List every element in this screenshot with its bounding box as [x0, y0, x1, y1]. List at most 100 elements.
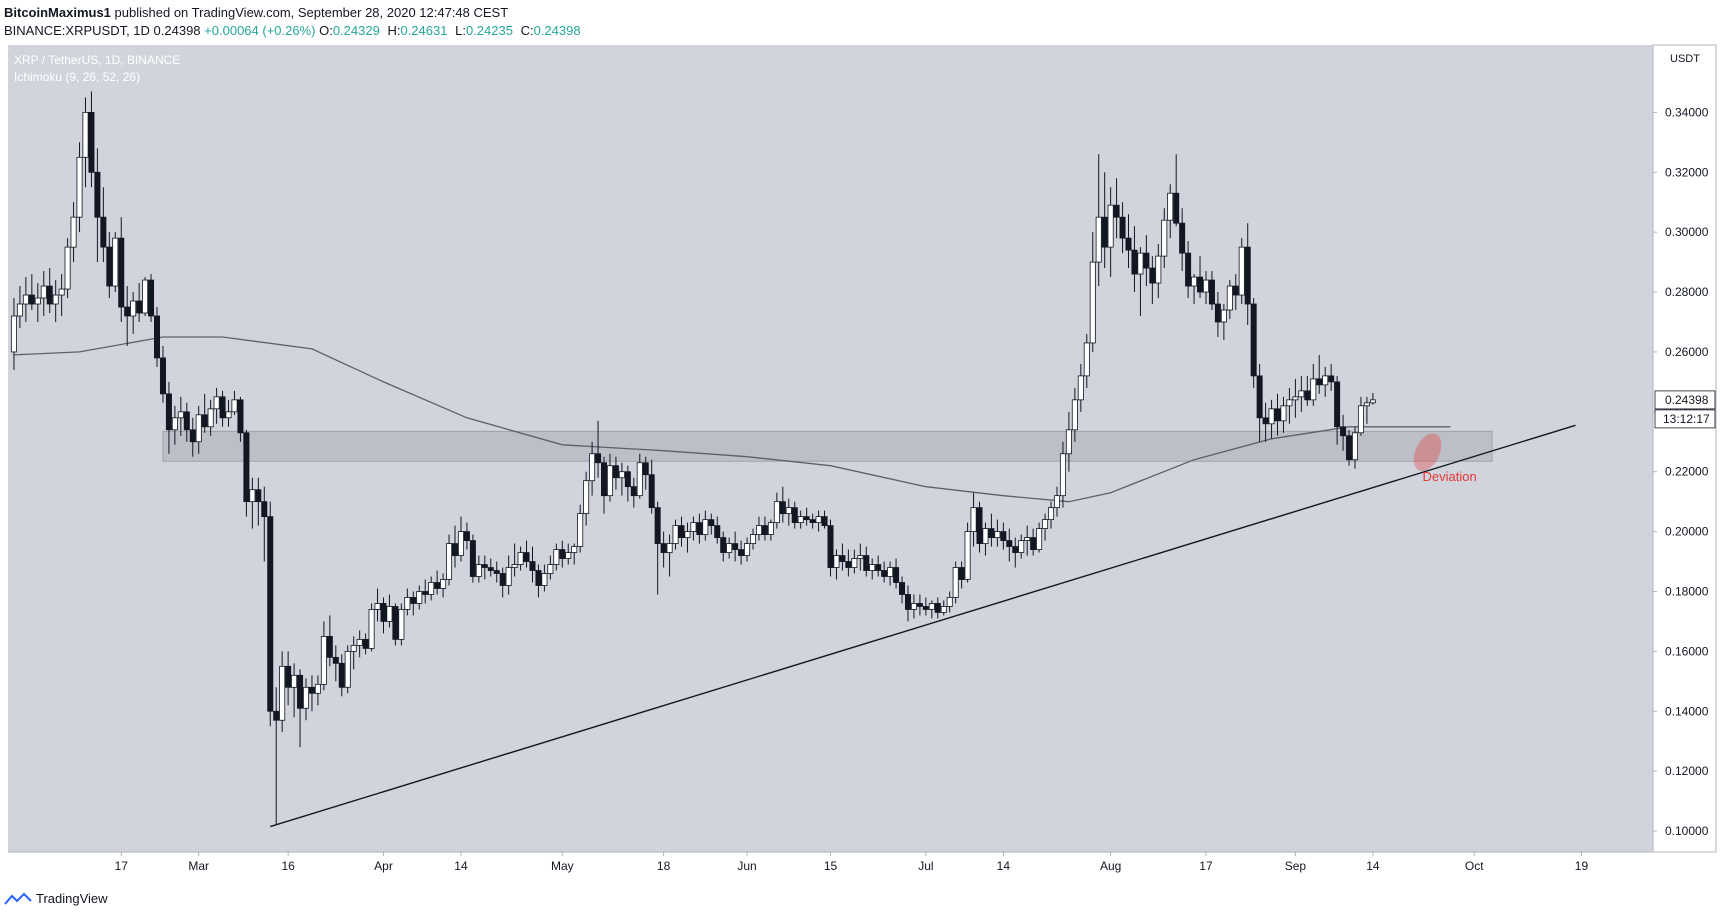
candle-up: [112, 237, 119, 287]
candle-down: [1131, 249, 1138, 275]
candle-up: [982, 528, 989, 544]
candle-up: [1018, 540, 1025, 553]
candle-down: [839, 555, 846, 562]
candle-down: [481, 564, 488, 568]
candle-down: [642, 462, 649, 476]
candle-down: [678, 525, 685, 538]
y-tick-label: 0.26000: [1665, 345, 1709, 359]
candle-up: [10, 315, 17, 353]
y-tick-label: 0.34000: [1665, 105, 1709, 119]
x-tick-label: Jul: [918, 859, 933, 873]
candle-up: [58, 288, 65, 296]
current-price-label: 0.24398: [1665, 393, 1709, 407]
candle-up: [279, 665, 286, 721]
ascending-trendline: [270, 424, 1576, 828]
candle-down: [845, 561, 852, 568]
candle-up: [1202, 279, 1209, 293]
candle-down: [1208, 279, 1215, 305]
candle-down: [237, 399, 244, 434]
current-price-box: [1654, 390, 1716, 410]
candle-up: [851, 558, 858, 568]
candle-up: [34, 297, 41, 305]
candle-down: [267, 516, 274, 712]
candle-down: [559, 549, 566, 559]
candle-up: [511, 564, 518, 568]
candle-down: [654, 507, 661, 544]
y-tick-label: 0.16000: [1665, 644, 1709, 658]
candle-up: [404, 597, 411, 610]
close-value: 0.24398: [533, 23, 581, 38]
candle-up: [1310, 378, 1317, 401]
candle-down: [1274, 408, 1281, 422]
candle-up: [314, 683, 321, 694]
candle-up: [1226, 285, 1233, 311]
candle-up: [571, 546, 578, 553]
candle-up: [952, 567, 959, 598]
candle-down: [422, 591, 429, 595]
candle-up: [171, 417, 178, 431]
candle-up: [1322, 375, 1329, 386]
low-label: L:: [455, 23, 466, 38]
candle-up: [1286, 399, 1293, 407]
candle-up: [744, 543, 751, 556]
candle-up: [1095, 216, 1102, 263]
low-value: 0.24235: [465, 23, 513, 38]
candle-up: [291, 674, 298, 688]
y-tick-label: 0.30000: [1665, 225, 1709, 239]
candle-down: [1173, 192, 1180, 224]
candle-up: [726, 543, 733, 553]
y-tick-label: 0.14000: [1665, 704, 1709, 718]
candle-down: [469, 540, 476, 577]
candle-down: [648, 474, 655, 509]
candle-up: [1363, 402, 1370, 407]
candle-down: [332, 656, 339, 664]
candle-down: [201, 414, 208, 428]
candle-down: [696, 522, 703, 535]
candle-up: [416, 591, 423, 604]
y-tick-label: 0.12000: [1665, 764, 1709, 778]
candle-up: [16, 303, 23, 317]
author-name[interactable]: BitcoinMaximus1: [4, 5, 111, 20]
brand-label[interactable]: TradingView: [36, 891, 108, 906]
candle-up: [428, 582, 435, 595]
candle-down: [308, 686, 315, 694]
candle-down: [255, 489, 262, 503]
y-tick-label: 0.10000: [1665, 824, 1709, 838]
candle-down: [46, 285, 53, 305]
candle-up: [636, 462, 643, 497]
footer-brand: TradingView: [4, 891, 108, 906]
candle-up: [1292, 396, 1299, 401]
candle-down: [499, 573, 506, 586]
x-tick-label: 14: [1366, 859, 1380, 873]
candle-up: [1024, 537, 1031, 541]
candle-up: [833, 555, 840, 568]
y-tick-label: 0.32000: [1665, 165, 1709, 179]
candle-down: [326, 636, 333, 658]
tradingview-logo-icon: [4, 892, 32, 905]
candle-up: [797, 516, 804, 524]
candle-down: [1143, 252, 1150, 269]
published-text: published on TradingView.com, September …: [114, 5, 509, 20]
candle-down: [1214, 303, 1221, 323]
countdown-label: 13:12:17: [1663, 412, 1710, 426]
candle-down: [148, 279, 155, 317]
candle-up: [457, 531, 464, 556]
candle-up: [195, 414, 202, 443]
candle-down: [1232, 285, 1239, 296]
high-value: 0.24631: [400, 23, 448, 38]
x-tick-label: 18: [657, 859, 671, 873]
candle-down: [922, 606, 929, 610]
candle-up: [320, 636, 327, 685]
candles-group: [10, 91, 1376, 826]
candle-down: [809, 519, 816, 524]
candle-up: [1071, 399, 1078, 431]
candle-up: [606, 465, 613, 497]
x-tick-label: 19: [1575, 859, 1589, 873]
candle-down: [1340, 426, 1347, 437]
candle-up: [1268, 408, 1275, 425]
deviation-highlight: [1413, 433, 1442, 472]
candle-down: [124, 306, 131, 317]
candle-up: [344, 650, 351, 688]
open-label: O:: [319, 23, 333, 38]
